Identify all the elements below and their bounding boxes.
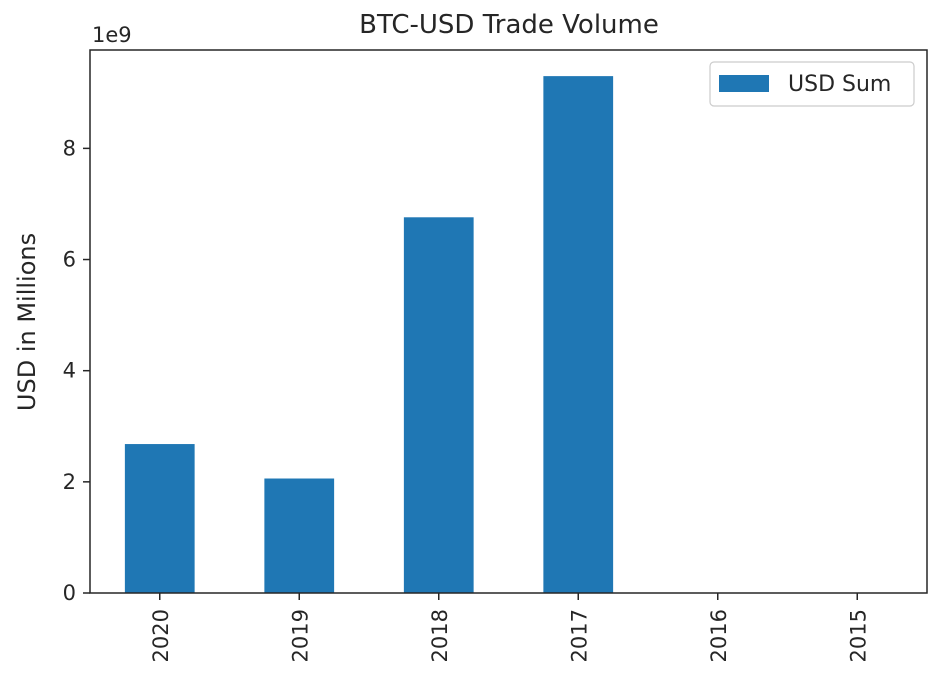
x-tick-label-2017: 2017 — [567, 609, 591, 662]
x-tick-label-2015: 2015 — [846, 609, 870, 662]
legend: USD Sum — [709, 61, 915, 107]
x-tick-label-2020: 2020 — [149, 609, 173, 662]
y-offset-label: 1e9 — [92, 23, 132, 47]
chart-title: BTC-USD Trade Volume — [359, 10, 659, 40]
y-tick-label: 2 — [63, 470, 76, 494]
x-axis: 2020 2019 2018 2017 2016 2015 — [149, 593, 870, 662]
y-tick-label: 8 — [63, 136, 76, 160]
y-tick-label: 0 — [63, 581, 76, 605]
y-axis: 0 2 4 6 8 — [63, 136, 90, 605]
bar-2018 — [403, 217, 474, 593]
y-axis-label: USD in Millions — [13, 233, 41, 411]
y-tick-label: 6 — [63, 248, 76, 272]
y-tick-label: 4 — [63, 359, 76, 383]
plot-frame — [89, 49, 928, 594]
bars-group — [124, 76, 614, 593]
bar-2017 — [543, 76, 614, 593]
x-tick-label-2019: 2019 — [288, 609, 312, 662]
legend-box — [709, 61, 915, 107]
legend-swatch — [719, 75, 769, 92]
bar-2020 — [124, 444, 195, 593]
x-tick-label-2016: 2016 — [707, 609, 731, 662]
legend-label: USD Sum — [788, 72, 891, 97]
bar-2019 — [264, 478, 335, 593]
x-tick-label-2018: 2018 — [428, 609, 452, 662]
